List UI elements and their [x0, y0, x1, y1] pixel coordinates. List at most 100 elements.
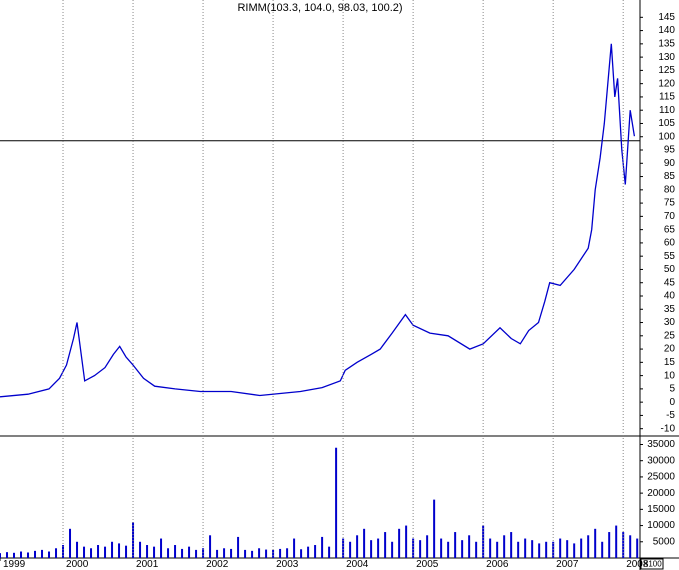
- volume-bar: [237, 536, 240, 558]
- volume-bar: [90, 548, 93, 558]
- y-tick-label: 130: [658, 52, 675, 63]
- volume-bar: [41, 549, 44, 558]
- volume-bar: [538, 543, 541, 558]
- volume-bar: [349, 541, 352, 558]
- y-tick-label: 35000: [647, 439, 675, 450]
- y-tick-label: 0: [669, 397, 675, 408]
- x-tick-label: 2000: [66, 559, 89, 570]
- y-tick-label: 40: [664, 291, 676, 302]
- volume-bar: [13, 552, 16, 558]
- x-tick-label: 2008: [626, 559, 649, 570]
- volume-bar: [440, 538, 443, 558]
- volume-bar: [608, 532, 611, 558]
- volume-bar: [475, 541, 478, 558]
- volume-bar: [111, 541, 114, 558]
- volume-bar: [636, 538, 639, 558]
- volume-bar: [601, 541, 604, 558]
- y-tick-label: 20000: [647, 488, 675, 499]
- y-tick-label: 90: [664, 158, 676, 169]
- volume-bar: [391, 541, 394, 558]
- volume-bar: [433, 499, 436, 558]
- y-tick-label: 35: [664, 304, 676, 315]
- y-tick-label: 20: [664, 344, 676, 355]
- y-tick-label: 30000: [647, 455, 675, 466]
- volume-bar: [258, 548, 261, 558]
- volume-bar: [398, 528, 401, 558]
- y-tick-label: 115: [659, 92, 675, 103]
- volume-bar: [174, 545, 177, 558]
- y-tick-label: 140: [658, 25, 675, 36]
- y-tick-label: 50: [664, 264, 676, 275]
- y-tick-label: 45: [664, 277, 676, 288]
- y-tick-label: 5000: [653, 536, 676, 547]
- volume-bar: [629, 535, 632, 558]
- volume-bar: [363, 528, 366, 558]
- volume-bar: [573, 543, 576, 558]
- y-tick-label: 100: [658, 131, 675, 142]
- volume-bar: [0, 553, 1, 558]
- unit-box: [640, 558, 664, 570]
- volume-bar: [468, 535, 471, 558]
- volume-bar: [167, 548, 170, 558]
- volume-bar: [34, 550, 37, 558]
- volume-bar: [230, 548, 233, 558]
- x-tick-label: 2004: [346, 559, 369, 570]
- volume-bar: [97, 545, 100, 558]
- volume-bar: [545, 541, 548, 558]
- volume-bar: [356, 535, 359, 558]
- volume-bar: [524, 538, 527, 558]
- volume-bar: [321, 536, 324, 558]
- y-tick-label: 125: [658, 65, 675, 76]
- y-tick-label: 110: [659, 105, 675, 116]
- unit-label: X100: [643, 560, 662, 569]
- volume-bar: [83, 546, 86, 558]
- x-tick-label: 2005: [416, 559, 439, 570]
- volume-bar: [146, 545, 149, 558]
- y-tick-label: -10: [661, 423, 676, 434]
- volume-bar: [104, 546, 107, 558]
- y-tick-label: 15: [664, 357, 676, 368]
- x-tick-label: 2007: [556, 559, 579, 570]
- volume-bar: [580, 538, 583, 558]
- volume-bar: [377, 538, 380, 558]
- y-tick-label: 25: [664, 330, 676, 341]
- y-tick-label: 70: [664, 211, 676, 222]
- volume-bar: [419, 540, 422, 558]
- volume-bar: [594, 528, 597, 558]
- volume-bar: [265, 549, 268, 558]
- volume-bar: [202, 548, 205, 558]
- volume-bar: [76, 541, 79, 558]
- volume-bar: [510, 532, 513, 558]
- volume-bar: [293, 538, 296, 558]
- y-tick-label: 95: [664, 145, 676, 156]
- y-tick-label: -5: [666, 410, 675, 421]
- volume-bar: [160, 538, 163, 558]
- x-tick-label: 2003: [276, 559, 299, 570]
- chart-title: RIMM(103.3, 104.0, 98.03, 100.2): [237, 2, 402, 14]
- volume-bar: [153, 546, 156, 558]
- volume-bar: [300, 549, 303, 558]
- y-tick-label: 75: [664, 198, 676, 209]
- y-tick-label: 10: [664, 370, 676, 381]
- volume-bar: [335, 447, 338, 558]
- volume-bar: [251, 550, 254, 558]
- volume-bar: [370, 540, 373, 558]
- x-tick-label: 2002: [206, 559, 229, 570]
- volume-bar: [27, 552, 30, 558]
- volume-bar: [426, 535, 429, 558]
- volume-bar: [307, 546, 310, 558]
- volume-bar: [482, 525, 485, 558]
- y-tick-label: 135: [658, 38, 675, 49]
- volume-bar: [587, 535, 590, 558]
- y-tick-label: 10000: [647, 520, 675, 531]
- y-tick-label: 65: [664, 224, 676, 235]
- volume-bar: [216, 549, 219, 558]
- volume-bar: [209, 535, 212, 558]
- volume-bar: [223, 548, 226, 558]
- volume-bar: [566, 540, 569, 558]
- volume-bar: [454, 532, 457, 558]
- volume-bar: [314, 545, 317, 558]
- volume-bar: [384, 532, 387, 558]
- volume-bar: [517, 541, 520, 558]
